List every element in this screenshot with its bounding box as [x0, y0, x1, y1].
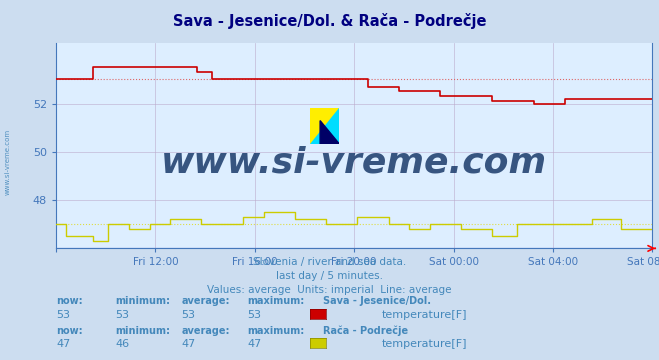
- Text: minimum:: minimum:: [115, 296, 170, 306]
- Polygon shape: [310, 108, 339, 144]
- Text: 47: 47: [247, 339, 262, 349]
- Text: Rača - Podrečje: Rača - Podrečje: [323, 325, 408, 336]
- Text: minimum:: minimum:: [115, 326, 170, 336]
- Polygon shape: [310, 108, 339, 144]
- Text: 47: 47: [181, 339, 196, 349]
- Text: temperature[F]: temperature[F]: [382, 310, 468, 320]
- Text: 53: 53: [56, 310, 70, 320]
- Text: maximum:: maximum:: [247, 296, 304, 306]
- Text: now:: now:: [56, 326, 82, 336]
- Polygon shape: [320, 121, 339, 144]
- Text: 53: 53: [247, 310, 261, 320]
- Text: maximum:: maximum:: [247, 326, 304, 336]
- Text: 53: 53: [115, 310, 129, 320]
- Text: Sava - Jesenice/Dol. & Rača - Podrečje: Sava - Jesenice/Dol. & Rača - Podrečje: [173, 13, 486, 28]
- Text: average:: average:: [181, 326, 230, 336]
- Text: 53: 53: [181, 310, 195, 320]
- Text: Slovenia / river and sea data.
last day / 5 minutes.
Values: average  Units: imp: Slovenia / river and sea data. last day …: [207, 257, 452, 296]
- Text: now:: now:: [56, 296, 82, 306]
- Text: temperature[F]: temperature[F]: [382, 339, 468, 349]
- Text: average:: average:: [181, 296, 230, 306]
- Text: 47: 47: [56, 339, 71, 349]
- Text: Sava - Jesenice/Dol.: Sava - Jesenice/Dol.: [323, 296, 431, 306]
- Text: 46: 46: [115, 339, 129, 349]
- Text: www.si-vreme.com: www.si-vreme.com: [161, 145, 547, 179]
- Text: www.si-vreme.com: www.si-vreme.com: [5, 129, 11, 195]
